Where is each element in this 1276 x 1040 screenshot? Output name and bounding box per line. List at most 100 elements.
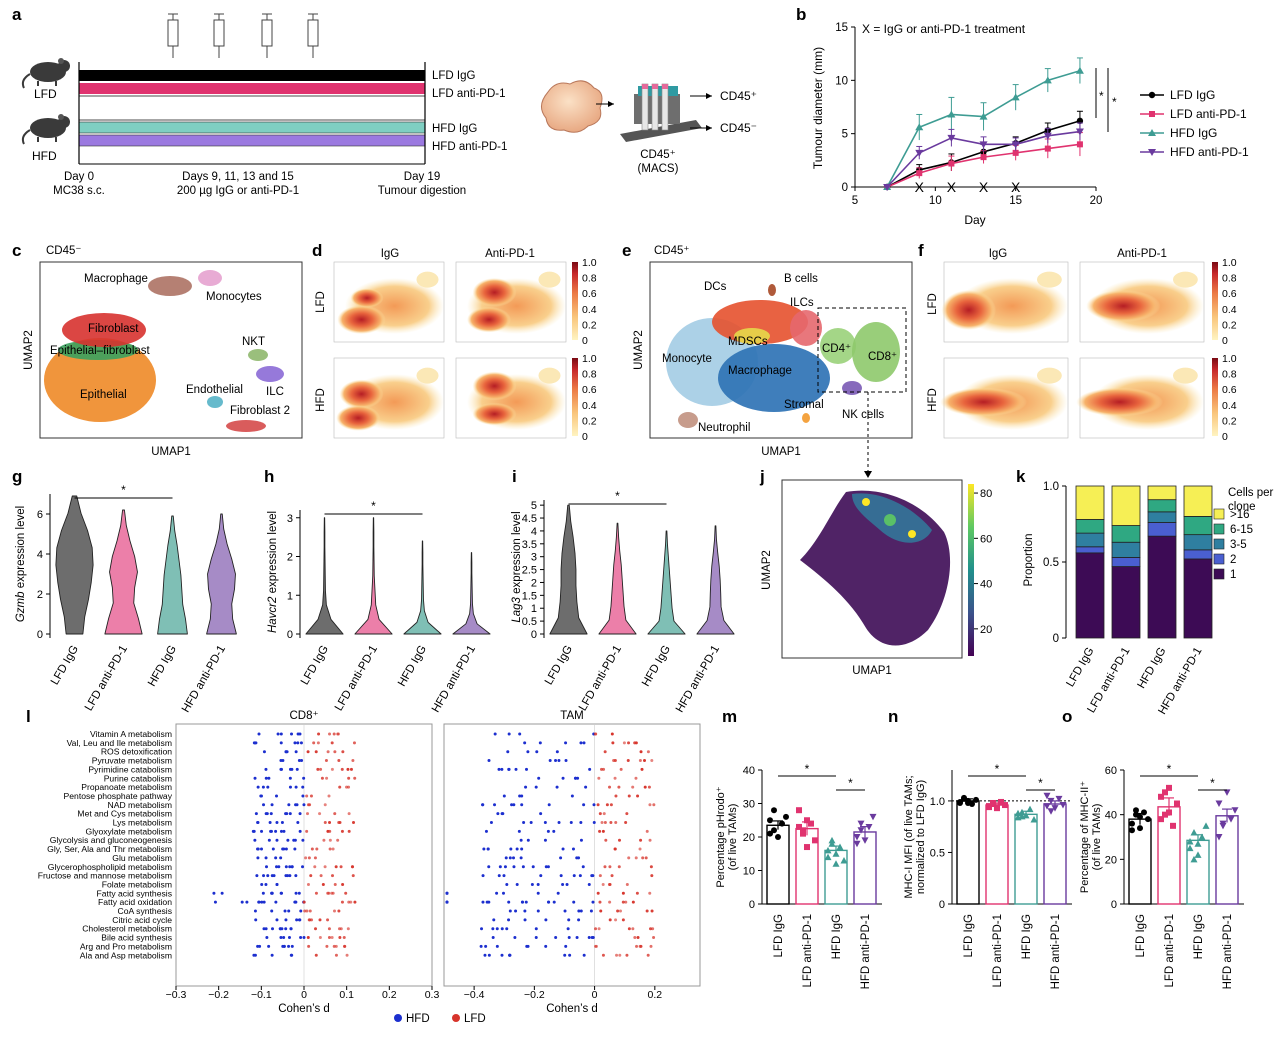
x-tick-label: LFD anti-PD-1: [992, 914, 1004, 988]
dot-lfd: [303, 909, 307, 913]
data-point: [796, 823, 802, 830]
dot-lfd: [325, 944, 329, 948]
dot-hfd: [531, 865, 535, 869]
bar: [1014, 813, 1038, 905]
colorbar-tick: 0.8: [1222, 273, 1237, 285]
dot-hfd: [262, 803, 266, 807]
x-tick-label: HFD IgG: [396, 643, 429, 688]
x-tick-label: LFD IgG: [773, 914, 785, 958]
dot-lfd: [319, 874, 323, 878]
dot-lfd: [646, 953, 650, 957]
x-tick-label: 15: [1009, 195, 1022, 207]
data-point: [812, 837, 818, 844]
dot-lfd: [331, 891, 335, 895]
dot-hfd: [275, 882, 279, 886]
cluster-nkt: [248, 349, 268, 361]
dot-lfd: [608, 900, 612, 904]
y-tick-label: 2.5: [522, 565, 537, 577]
dot-hfd: [294, 803, 298, 807]
dot-hfd: [538, 741, 542, 745]
dot-hfd: [572, 900, 576, 904]
x-tick-label: 0: [301, 989, 307, 1001]
dot-hfd: [552, 829, 556, 833]
dot-hfd: [260, 882, 264, 886]
dot-lfd: [636, 936, 640, 940]
dot-hfd: [497, 767, 501, 771]
panel-f-row-lfd: LFD: [927, 293, 939, 315]
dot-lfd: [318, 936, 322, 940]
dot-lfd: [321, 882, 325, 886]
panel-letter-h: h: [264, 467, 274, 486]
day19-label: Day 19: [404, 171, 440, 183]
dot-hfd: [255, 874, 259, 878]
data-point: [1043, 76, 1052, 84]
cluster-fibroblast-2: [226, 420, 266, 432]
bar-lfd-anti: [79, 83, 425, 94]
dot-hfd: [504, 856, 508, 860]
dot-hfd: [262, 750, 266, 754]
dot-hfd: [563, 909, 567, 913]
dot-hfd: [276, 732, 280, 736]
dot-hfd: [559, 856, 563, 860]
label-nkt: NKT: [242, 336, 265, 348]
dot-hfd: [515, 882, 519, 886]
dot-hfd: [290, 865, 294, 869]
syringe-icon: [261, 13, 273, 58]
dot-hfd: [258, 944, 262, 948]
dot-hfd: [544, 865, 548, 869]
dot-lfd: [309, 794, 313, 798]
colorbar-tick-label: 80: [980, 488, 992, 500]
dot-hfd: [275, 918, 279, 922]
data-point: [1223, 789, 1231, 796]
colorbar-tick: 0: [582, 335, 588, 347]
dot-hfd: [266, 785, 270, 789]
data-point: [828, 836, 836, 844]
data-point: [808, 820, 814, 827]
density-bg: [538, 271, 561, 288]
dot-lfd: [613, 759, 617, 763]
dot-hfd: [275, 821, 279, 824]
dot-lfd: [613, 776, 617, 780]
cluster-monocytes: [198, 270, 222, 286]
dot-lfd: [603, 865, 607, 869]
panel-b-ylabel: Tumour diameter (mm): [811, 47, 825, 169]
data-point: [1215, 800, 1223, 807]
dot-hfd: [257, 900, 261, 904]
data-point: [1026, 805, 1034, 813]
dot-hfd: [267, 776, 271, 780]
dot-hfd: [486, 847, 490, 851]
dot-hfd: [264, 927, 268, 931]
data-point: [1047, 808, 1055, 815]
dot-lfd: [635, 944, 639, 948]
dot-hfd: [262, 927, 266, 931]
dot-hfd: [253, 741, 257, 745]
colorbar-tick: 0.2: [582, 319, 597, 331]
panel-k-stacked-bar: Proportion Cells per clone 0 0.5 1.0 LFD Ig…: [1023, 481, 1274, 717]
panel-c-xlabel: UMAP1: [151, 446, 191, 458]
data-point: [861, 837, 869, 844]
data-point: [915, 123, 924, 131]
y-tick-label: 0: [842, 182, 848, 194]
dot-lfd: [625, 882, 629, 886]
dot-hfd: [277, 865, 281, 869]
dot-hfd: [487, 759, 491, 763]
legend-label: 3-5: [1230, 539, 1247, 551]
dot-hfd: [556, 891, 560, 895]
cluster-macrophage-e: [718, 344, 830, 412]
dot-hfd: [266, 874, 270, 878]
panel-letter-a: a: [12, 5, 22, 24]
dot-hfd: [290, 732, 294, 736]
dot-hfd: [280, 821, 284, 824]
day0-label: Day 0: [64, 171, 94, 183]
y-tick-label: 0: [37, 629, 43, 641]
colorbar-tick: 0.2: [1222, 415, 1237, 427]
dot-hfd: [295, 767, 299, 771]
dot-lfd: [336, 732, 340, 736]
panel-d-col-anti: Anti-PD-1: [485, 248, 535, 260]
colorbar-tick: 0.4: [582, 400, 597, 412]
dotplot-title: CD8⁺: [289, 710, 318, 722]
data-point: [948, 160, 955, 167]
dot-hfd: [481, 900, 485, 904]
label-mdscs: MDSCs: [728, 336, 768, 348]
colorbar-tick: 0: [582, 431, 588, 443]
